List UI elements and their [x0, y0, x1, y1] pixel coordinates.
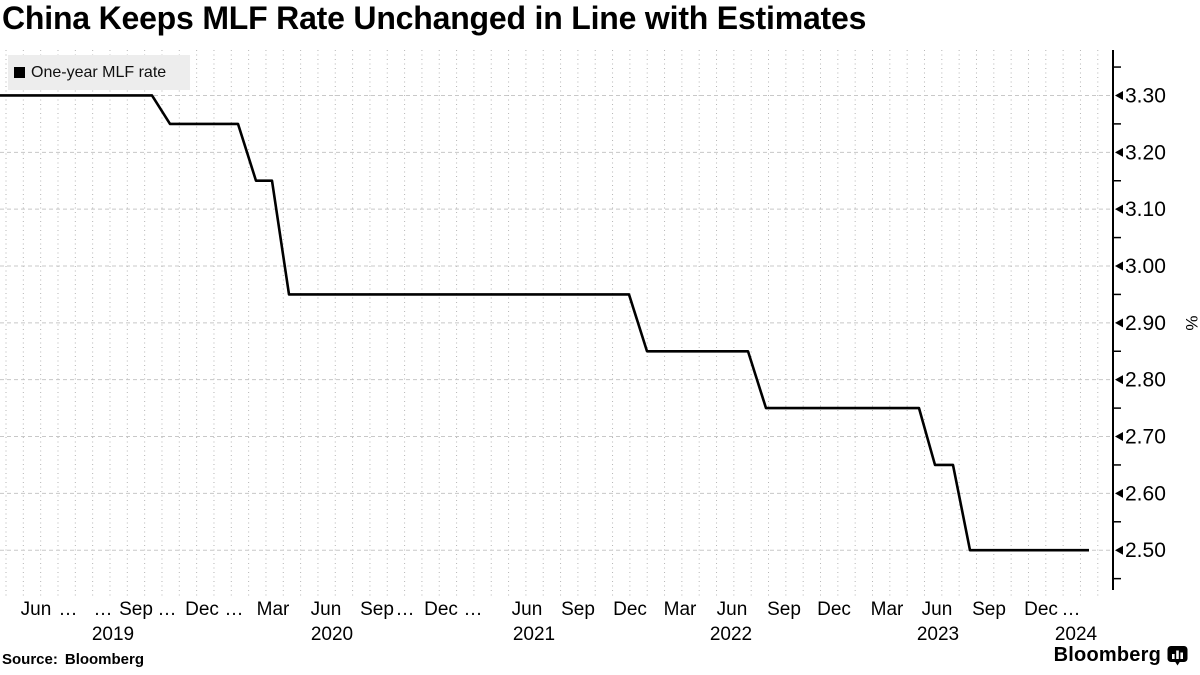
- x-axis-month-label: Dec: [1024, 599, 1058, 620]
- x-axis-month-label: Dec: [185, 599, 219, 620]
- y-axis-tick-label: 2.90: [1125, 312, 1166, 335]
- y-axis-tick-label: 3.20: [1125, 141, 1166, 164]
- y-axis-tick-arrow-icon: [1115, 318, 1123, 328]
- bloomberg-wordmark: Bloomberg: [1053, 644, 1161, 666]
- x-axis-month-label: Mar: [871, 599, 904, 620]
- x-axis-month-label: Dec: [613, 599, 647, 620]
- x-axis-year-label: 2021: [513, 624, 555, 645]
- x-axis-month-label: Jun: [21, 599, 52, 620]
- x-axis-year-label: 2020: [311, 624, 353, 645]
- y-axis-tick-arrow-icon: [1115, 545, 1123, 555]
- y-axis-tick-label: 3.30: [1125, 84, 1166, 107]
- y-axis-tick-arrow-icon: [1115, 147, 1123, 157]
- x-axis-month-label: Sep: [972, 599, 1006, 620]
- bloomberg-terminal-bars-icon: [1167, 645, 1188, 665]
- y-axis-tick-label: 3.10: [1125, 198, 1166, 221]
- x-axis-month-label: …: [158, 599, 177, 620]
- source-attribution: Source: Bloomberg: [2, 651, 144, 668]
- x-axis-month-label: …: [396, 599, 415, 620]
- y-axis-tick-arrow-icon: [1115, 90, 1123, 100]
- x-axis-year-label: 2023: [917, 624, 959, 645]
- y-axis-tick-label: 2.50: [1125, 539, 1166, 562]
- x-axis-month-label: …: [59, 599, 78, 620]
- mlf-rate-series-line: [0, 94, 1089, 552]
- x-axis-month-label: …: [1062, 599, 1081, 620]
- x-axis-month-label: Mar: [257, 599, 290, 620]
- x-axis-month-label: Dec: [817, 599, 851, 620]
- x-axis-year-label: 2022: [710, 624, 752, 645]
- y-axis-tick-arrow-icon: [1115, 204, 1123, 214]
- legend-series-swatch-icon: [14, 67, 25, 78]
- x-axis-month-label: Jun: [717, 599, 748, 620]
- y-axis-unit-label: %: [1182, 315, 1200, 330]
- x-axis-month-label: …: [225, 599, 244, 620]
- x-axis-month-label: Jun: [512, 599, 543, 620]
- y-axis-tick-label: 2.70: [1125, 426, 1166, 449]
- bloomberg-branding: Bloomberg: [1054, 644, 1188, 667]
- x-axis-month-label: Jun: [311, 599, 342, 620]
- x-axis-month-label: Mar: [664, 599, 697, 620]
- x-axis-year-label: 2024: [1055, 624, 1098, 645]
- x-axis-month-label: Dec: [424, 599, 458, 620]
- y-axis-tick-arrow-icon: [1115, 261, 1123, 271]
- source-value: Bloomberg: [64, 651, 145, 668]
- x-axis-month-label: Sep: [360, 599, 394, 620]
- y-axis-tick-label: 2.60: [1125, 482, 1166, 505]
- y-axis-tick-arrow-icon: [1115, 375, 1123, 385]
- chart-title: China Keeps MLF Rate Unchanged in Line w…: [2, 0, 867, 36]
- x-axis-month-label: Sep: [119, 599, 153, 620]
- x-axis-month-label: …: [94, 599, 113, 620]
- source-label: Source:: [2, 651, 58, 668]
- legend: One-year MLF rate: [8, 55, 190, 90]
- x-axis-month-label: Sep: [767, 599, 801, 620]
- y-axis-tick-label: 2.80: [1125, 369, 1166, 392]
- x-axis-month-label: Jun: [922, 599, 953, 620]
- x-axis-month-label: …: [464, 599, 483, 620]
- x-axis-year-label: 2019: [92, 624, 134, 645]
- y-axis-tick-arrow-icon: [1115, 432, 1123, 442]
- y-axis-tick-label: 3.00: [1125, 255, 1166, 278]
- y-axis-tick-arrow-icon: [1115, 488, 1123, 498]
- legend-series-label: One-year MLF rate: [31, 63, 167, 81]
- x-axis-month-label: Sep: [561, 599, 595, 620]
